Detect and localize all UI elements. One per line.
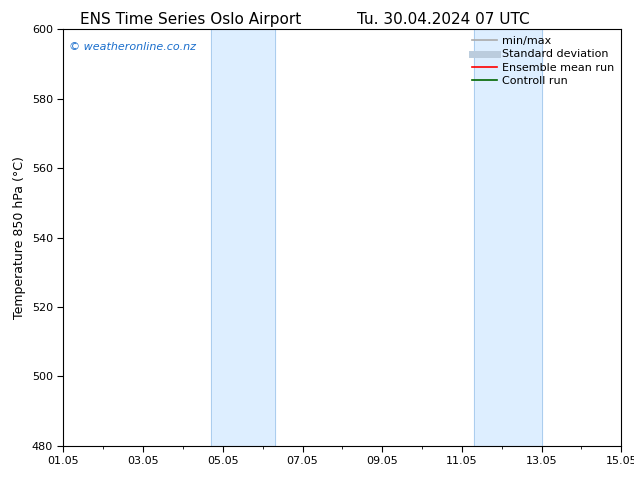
Bar	[211, 29, 275, 446]
Y-axis label: Temperature 850 hPa (°C): Temperature 850 hPa (°C)	[13, 156, 26, 319]
Legend: min/max, Standard deviation, Ensemble mean run, Controll run: min/max, Standard deviation, Ensemble me…	[468, 32, 619, 91]
Text: ENS Time Series Oslo Airport: ENS Time Series Oslo Airport	[80, 12, 301, 27]
Text: Tu. 30.04.2024 07 UTC: Tu. 30.04.2024 07 UTC	[358, 12, 530, 27]
Text: © weatheronline.co.nz: © weatheronline.co.nz	[69, 42, 196, 52]
Bar	[474, 29, 541, 446]
